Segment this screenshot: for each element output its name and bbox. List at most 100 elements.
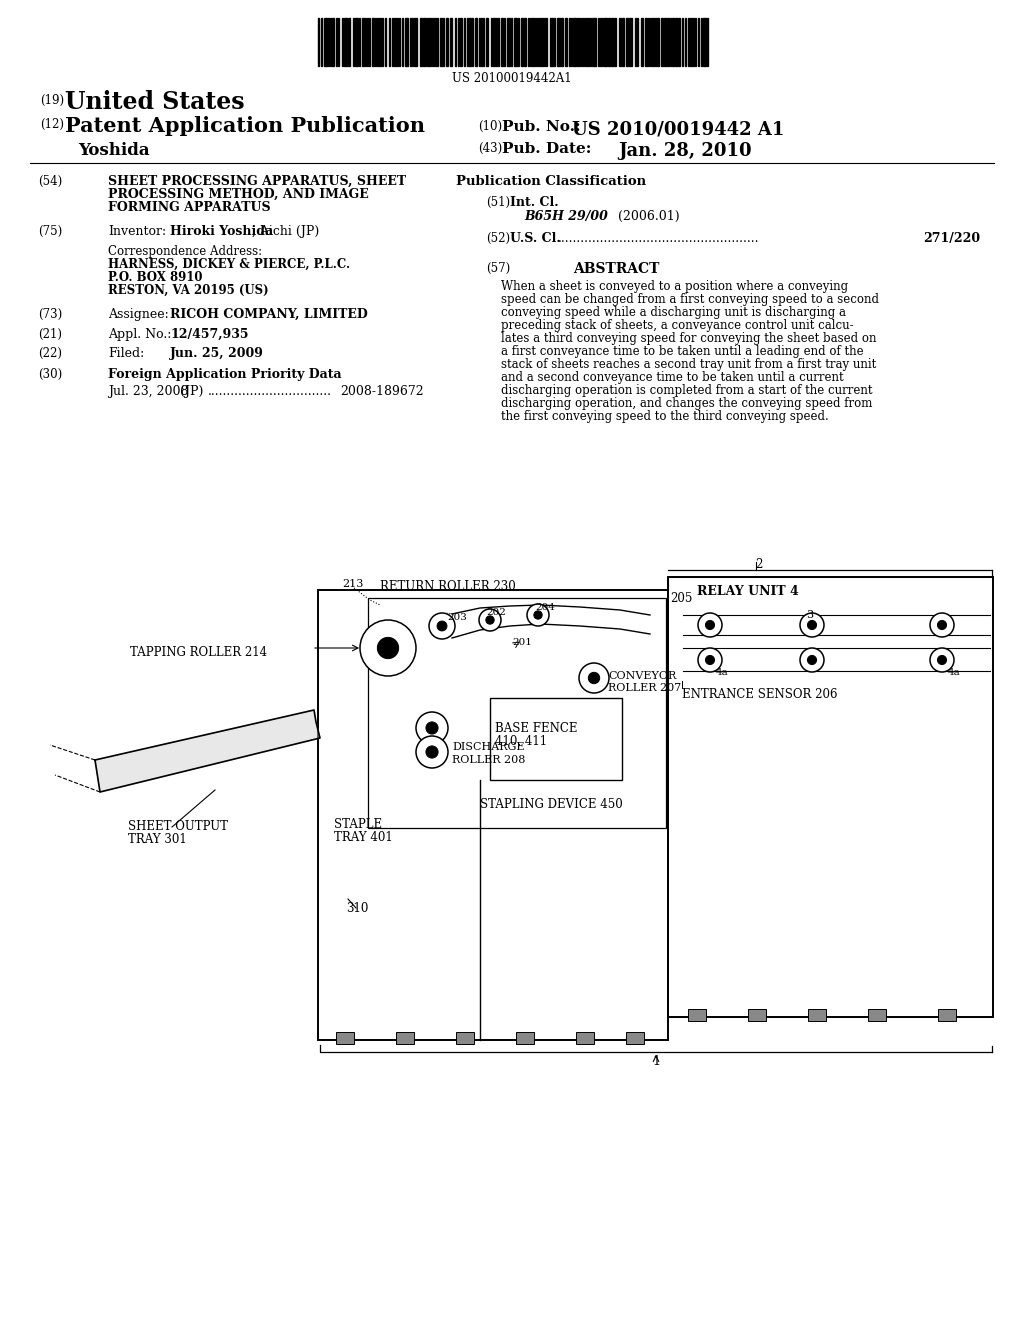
Bar [672, 18, 674, 66]
Text: 204: 204 [535, 603, 555, 612]
Circle shape [589, 672, 600, 684]
Bar [703, 18, 706, 66]
Text: (19): (19) [40, 94, 65, 107]
Circle shape [930, 612, 954, 638]
Text: HARNESS, DICKEY & PIERCE, P.L.C.: HARNESS, DICKEY & PIERCE, P.L.C. [108, 257, 350, 271]
Bar [688, 1008, 706, 1020]
Bar [690, 18, 692, 66]
Circle shape [937, 620, 946, 630]
Bar [645, 18, 647, 66]
Text: U.S. Cl.: U.S. Cl. [510, 232, 561, 246]
Text: (52): (52) [486, 232, 510, 246]
Bar [662, 18, 663, 66]
Text: P.O. BOX 8910: P.O. BOX 8910 [108, 271, 203, 284]
Bar [362, 18, 364, 66]
Bar [593, 18, 596, 66]
Text: (43): (43) [478, 143, 502, 154]
Bar [456, 1032, 474, 1044]
Text: the first conveying speed to the third conveying speed.: the first conveying speed to the third c… [501, 411, 828, 422]
Text: (54): (54) [38, 176, 62, 187]
Bar [379, 18, 381, 66]
Bar [394, 18, 396, 66]
Text: (30): (30) [38, 368, 62, 381]
Bar [344, 18, 347, 66]
Bar [565, 18, 567, 66]
Circle shape [429, 612, 455, 639]
Text: Jan. 28, 2010: Jan. 28, 2010 [618, 143, 752, 160]
Text: STAPLE: STAPLE [334, 818, 382, 832]
Circle shape [527, 605, 549, 626]
Text: 4a: 4a [948, 668, 961, 677]
Text: preceding stack of sheets, a conveyance control unit calcu-: preceding stack of sheets, a conveyance … [501, 319, 854, 333]
Text: STAPLING DEVICE 450: STAPLING DEVICE 450 [480, 799, 623, 810]
Bar [604, 18, 607, 66]
Bar [808, 1008, 826, 1020]
Text: RICOH COMPANY, LIMITED: RICOH COMPANY, LIMITED [170, 308, 368, 321]
Circle shape [706, 620, 715, 630]
Circle shape [937, 656, 946, 664]
Bar [611, 18, 613, 66]
Text: (10): (10) [478, 120, 502, 133]
Text: , Aichi (JP): , Aichi (JP) [252, 224, 319, 238]
Bar [532, 18, 534, 66]
Bar [657, 18, 659, 66]
Bar [332, 18, 334, 66]
Bar [420, 18, 422, 66]
Text: Pub. Date:: Pub. Date: [502, 143, 592, 156]
Bar [561, 18, 563, 66]
Text: 203: 203 [447, 612, 467, 622]
Text: (JP): (JP) [180, 385, 204, 399]
Text: Jul. 23, 2008: Jul. 23, 2008 [108, 385, 188, 399]
Bar [450, 18, 452, 66]
Text: 202: 202 [486, 609, 506, 616]
Text: DISCHARGE: DISCHARGE [452, 742, 524, 752]
Text: (12): (12) [40, 117, 63, 131]
Text: ROLLER 207: ROLLER 207 [608, 682, 681, 693]
Bar [501, 18, 503, 66]
Text: B65H 29/00: B65H 29/00 [524, 210, 608, 223]
Circle shape [416, 711, 449, 744]
Text: 2008-189672: 2008-189672 [340, 385, 424, 399]
Text: Yoshida: Yoshida [78, 143, 150, 158]
Text: RESTON, VA 20195 (US): RESTON, VA 20195 (US) [108, 284, 268, 297]
Text: Filed:: Filed: [108, 347, 144, 360]
Bar [557, 18, 560, 66]
Text: SHEET OUTPUT: SHEET OUTPUT [128, 820, 228, 833]
Bar [586, 18, 588, 66]
Circle shape [706, 656, 715, 664]
Text: PROCESSING METHOD, AND IMAGE: PROCESSING METHOD, AND IMAGE [108, 187, 369, 201]
Text: 271/220: 271/220 [923, 232, 980, 246]
Circle shape [479, 609, 501, 631]
Text: 201: 201 [512, 638, 531, 647]
Bar [440, 18, 442, 66]
Text: ABSTRACT: ABSTRACT [572, 261, 659, 276]
Bar [469, 18, 471, 66]
Text: (2006.01): (2006.01) [618, 210, 680, 223]
Circle shape [808, 620, 816, 630]
Text: ................................: ................................ [208, 385, 332, 399]
Text: TAPPING ROLLER 214: TAPPING ROLLER 214 [130, 645, 267, 659]
Bar [355, 18, 358, 66]
Text: When a sheet is conveyed to a position where a conveying: When a sheet is conveyed to a position w… [501, 280, 848, 293]
Text: 410, 411: 410, 411 [495, 735, 547, 748]
Text: discharging operation, and changes the conveying speed from: discharging operation, and changes the c… [501, 397, 872, 411]
Bar [541, 18, 543, 66]
Bar [336, 1032, 354, 1044]
Text: ENTRANCE SENSOR 206: ENTRANCE SENSOR 206 [682, 688, 838, 701]
Text: Foreign Application Priority Data: Foreign Application Priority Data [108, 368, 342, 381]
Bar [573, 18, 575, 66]
Bar [622, 18, 624, 66]
Circle shape [426, 722, 438, 734]
Text: TRAY 301: TRAY 301 [128, 833, 186, 846]
Circle shape [930, 648, 954, 672]
Text: discharging operation is completed from a start of the current: discharging operation is completed from … [501, 384, 872, 397]
Text: Int. Cl.: Int. Cl. [510, 195, 559, 209]
Bar [372, 18, 374, 66]
Polygon shape [95, 710, 319, 792]
Text: RETURN ROLLER 230: RETURN ROLLER 230 [380, 579, 516, 593]
Bar [368, 598, 666, 828]
Bar [516, 1032, 534, 1044]
Text: (51): (51) [486, 195, 510, 209]
Text: 205: 205 [670, 591, 692, 605]
Bar [626, 18, 628, 66]
